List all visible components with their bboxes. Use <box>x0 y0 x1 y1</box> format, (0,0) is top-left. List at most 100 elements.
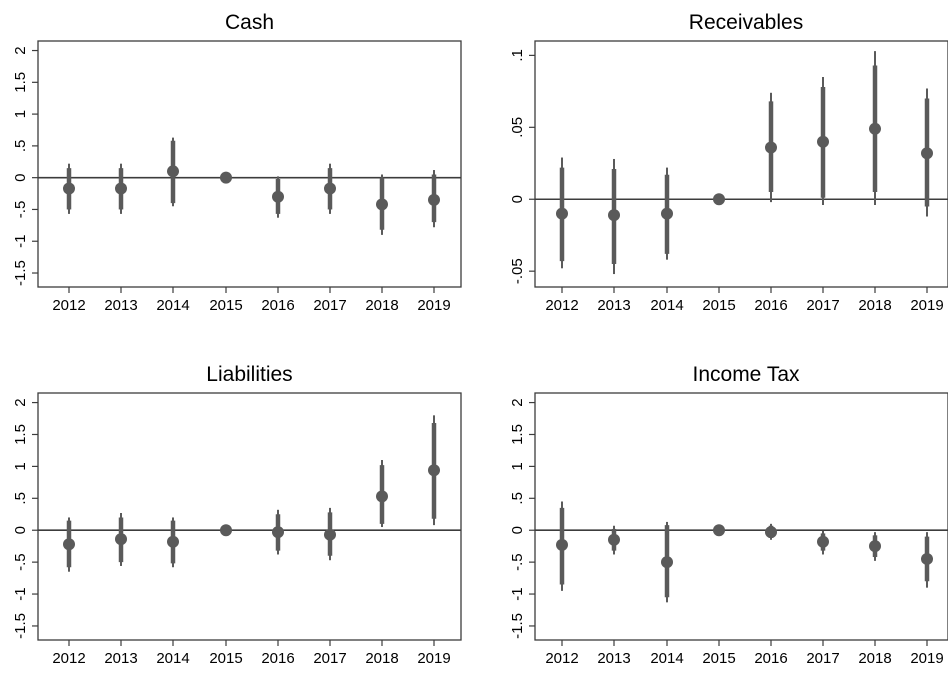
y-tick-label: 2 <box>12 398 29 406</box>
y-tick-label: -.05 <box>509 258 526 284</box>
y-tick-label: -.5 <box>12 201 29 219</box>
point-estimate-2015 <box>220 524 232 537</box>
y-tick-label: 0 <box>509 526 526 534</box>
x-tick-label: 2018 <box>365 650 398 667</box>
y-tick-label: -1 <box>12 235 29 248</box>
panel-title: Liabilities <box>206 363 292 386</box>
x-tick-label: 2017 <box>313 650 346 667</box>
x-tick-label: 2014 <box>156 650 189 667</box>
point-estimate-2019 <box>428 193 440 206</box>
x-tick-label: 2019 <box>417 650 450 667</box>
point-estimate-2019 <box>921 147 933 160</box>
y-tick-label: -.5 <box>509 553 526 571</box>
x-tick-label: 2017 <box>806 297 839 314</box>
y-tick-label: -1.5 <box>12 613 29 639</box>
x-tick-label: 2015 <box>209 650 242 667</box>
x-tick-label: 2012 <box>52 650 85 667</box>
x-tick-label: 2019 <box>910 297 943 314</box>
x-tick-label: 2019 <box>910 650 943 667</box>
point-estimate-2018 <box>869 540 881 553</box>
x-tick-label: 2016 <box>754 297 787 314</box>
y-tick-label: .05 <box>509 117 526 138</box>
y-tick-label: .5 <box>12 140 29 153</box>
x-tick-label: 2017 <box>313 297 346 314</box>
x-tick-label: 2015 <box>702 297 735 314</box>
x-tick-label: 2017 <box>806 650 839 667</box>
point-estimate-2019 <box>921 552 933 565</box>
point-estimate-2012 <box>63 538 75 551</box>
point-estimate-2012 <box>63 182 75 195</box>
plot-frame <box>534 40 948 288</box>
point-estimate-2016 <box>765 526 777 539</box>
y-tick-label: 1 <box>509 462 526 470</box>
y-tick-label: 1 <box>12 110 29 118</box>
point-estimate-2018 <box>869 122 881 135</box>
point-estimate-2018 <box>376 490 388 503</box>
x-tick-label: 2014 <box>650 297 683 314</box>
y-tick-label: .5 <box>12 492 29 505</box>
y-tick-label: -.5 <box>12 553 29 571</box>
plot-frame <box>37 40 462 288</box>
point-estimate-2017 <box>817 135 829 148</box>
point-estimate-2017 <box>324 528 336 541</box>
x-tick-label: 2015 <box>209 297 242 314</box>
x-tick-label: 2013 <box>104 650 137 667</box>
point-estimate-2018 <box>376 198 388 211</box>
y-tick-label: 0 <box>12 526 29 534</box>
x-tick-label: 2018 <box>858 650 891 667</box>
point-estimate-2013 <box>115 182 127 195</box>
x-tick-label: 2013 <box>597 297 630 314</box>
x-tick-label: 2013 <box>597 650 630 667</box>
point-estimate-2014 <box>167 165 179 178</box>
point-estimate-2014 <box>167 535 179 548</box>
x-tick-label: 2014 <box>650 650 683 667</box>
x-tick-label: 2015 <box>702 650 735 667</box>
x-tick-label: 2012 <box>545 650 578 667</box>
x-tick-label: 2012 <box>545 297 578 314</box>
point-estimate-2013 <box>608 533 620 546</box>
y-tick-label: 2 <box>509 398 526 406</box>
panel-title: Income Tax <box>693 363 800 386</box>
y-tick-label: -1 <box>509 587 526 600</box>
point-estimate-2015 <box>220 171 232 184</box>
point-estimate-2012 <box>556 538 568 551</box>
y-tick-label: 1.5 <box>12 424 29 445</box>
panel-title: Cash <box>225 11 274 34</box>
y-tick-label: 1.5 <box>12 72 29 93</box>
x-tick-label: 2014 <box>156 297 189 314</box>
y-tick-label: -1.5 <box>12 260 29 286</box>
x-tick-label: 2016 <box>261 297 294 314</box>
x-tick-label: 2018 <box>365 297 398 314</box>
point-estimate-2016 <box>765 141 777 154</box>
x-tick-label: 2013 <box>104 297 137 314</box>
y-tick-label: 2 <box>12 46 29 54</box>
point-estimate-2016 <box>272 526 284 539</box>
point-estimate-2014 <box>661 207 673 220</box>
panel-title: Receivables <box>689 11 803 34</box>
point-estimate-2013 <box>608 209 620 222</box>
point-estimate-2017 <box>324 182 336 195</box>
point-estimate-2017 <box>817 535 829 548</box>
y-tick-label: 0 <box>509 195 526 203</box>
x-tick-label: 2016 <box>754 650 787 667</box>
x-tick-label: 2016 <box>261 650 294 667</box>
x-tick-label: 2019 <box>417 297 450 314</box>
y-tick-label: .5 <box>509 492 526 505</box>
y-tick-label: 1 <box>12 462 29 470</box>
panel-receivables: Receivables .1 .05 0 -.05 2012 2013 2014 2015 201… <box>509 11 948 314</box>
point-estimate-2019 <box>428 464 440 477</box>
x-tick-label: 2018 <box>858 297 891 314</box>
point-estimate-2016 <box>272 190 284 203</box>
x-tick-label: 2012 <box>52 297 85 314</box>
point-estimate-2015 <box>713 524 725 537</box>
plot-frame <box>37 392 462 641</box>
y-tick-label: -1 <box>12 587 29 600</box>
y-tick-label: .1 <box>509 49 526 62</box>
plot-frame <box>534 392 948 641</box>
y-tick-label: -1.5 <box>509 613 526 639</box>
